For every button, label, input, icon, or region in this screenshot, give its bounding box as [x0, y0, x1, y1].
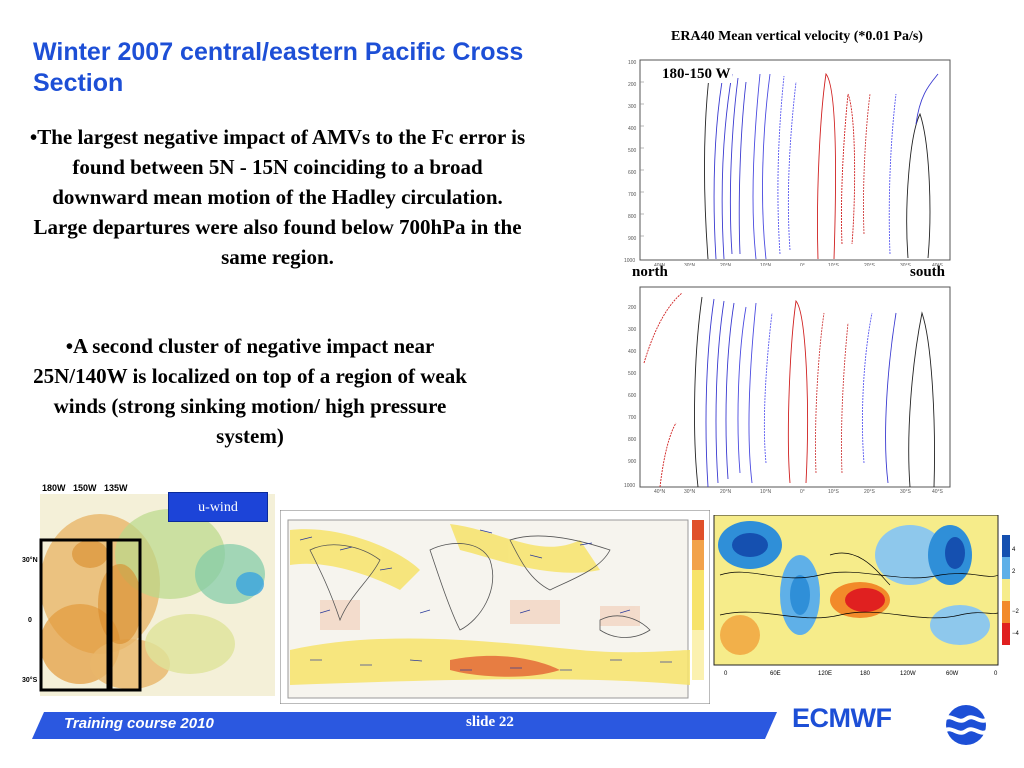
svg-text:40°N: 40°N: [654, 263, 666, 266]
svg-text:20°S: 20°S: [864, 263, 876, 266]
footer-slide-number: slide 22: [466, 714, 514, 730]
svg-text:40°S: 40°S: [932, 263, 944, 266]
svg-text:300: 300: [628, 327, 637, 333]
svg-text:10°N: 10°N: [760, 489, 772, 493]
footer-bar: [32, 712, 777, 739]
svg-text:600: 600: [628, 393, 637, 399]
svg-text:2: 2: [1012, 569, 1016, 575]
svg-text:0: 0: [28, 617, 32, 624]
svg-text:30°N: 30°N: [684, 489, 696, 493]
svg-text:30°S: 30°S: [900, 489, 912, 493]
svg-text:−2: −2: [1012, 609, 1020, 615]
svg-text:800: 800: [628, 214, 637, 220]
svg-text:20°S: 20°S: [864, 489, 876, 493]
svg-text:1000: 1000: [624, 483, 635, 489]
svg-text:700: 700: [628, 415, 637, 421]
ecmwf-logo-text: ECMWF: [792, 703, 892, 733]
ecmwf-logo-icon: [942, 705, 990, 745]
svg-text:500: 500: [628, 371, 637, 377]
svg-text:60E: 60E: [770, 671, 781, 677]
longitude-range-label: 180-150 W: [660, 66, 733, 83]
bullet-1: •The largest negative impact of AMVs to …: [29, 125, 526, 269]
svg-text:200: 200: [628, 305, 637, 311]
svg-text:20°N: 20°N: [720, 263, 732, 266]
svg-text:500: 500: [628, 148, 637, 154]
svg-text:10°S: 10°S: [828, 489, 840, 493]
svg-text:10°S: 10°S: [828, 263, 840, 266]
vertical-velocity-plot-bottom: 200 300 400 500 600 700 800 900 1000 40°N 30°N 2…: [620, 283, 955, 493]
slide-title: Winter 2007 central/eastern Pacific Cros…: [33, 38, 524, 97]
u-wind-label: u-wind: [168, 492, 268, 522]
svg-text:40°S: 40°S: [932, 489, 944, 493]
svg-text:400: 400: [628, 349, 637, 355]
vertical-velocity-plot-top: 100 200 300 400 500 600 700 800 900 1000 40°N 3…: [620, 54, 955, 266]
svg-text:120E: 120E: [818, 671, 832, 677]
era40-caption: ERA40 Mean vertical velocity (*0.01 Pa/s…: [671, 29, 923, 44]
svg-text:20°N: 20°N: [720, 489, 732, 493]
amv-impact-map: 30°N 0 30°S: [20, 494, 275, 696]
svg-text:900: 900: [628, 459, 637, 465]
svg-text:120W: 120W: [900, 671, 916, 677]
svg-text:60W: 60W: [946, 671, 959, 677]
svg-text:400: 400: [628, 126, 637, 132]
svg-text:30°N: 30°N: [22, 556, 38, 564]
footer-course: Training course 2010: [64, 715, 214, 732]
svg-text:1000: 1000: [624, 258, 635, 264]
bullet-2: •A second cluster of negative impact nea…: [33, 334, 467, 448]
svg-text:−4: −4: [1012, 631, 1020, 637]
contour-anomaly-map: 4 2 −2 −4 0 60E 120E 180 120W 60W 0: [710, 515, 1020, 680]
svg-text:200: 200: [628, 82, 637, 88]
svg-text:800: 800: [628, 437, 637, 443]
wind-vector-map: [280, 510, 710, 704]
south-label: south: [910, 264, 946, 280]
svg-text:0°: 0°: [800, 263, 805, 266]
svg-text:100: 100: [628, 60, 637, 66]
svg-text:600: 600: [628, 170, 637, 176]
svg-text:40°N: 40°N: [654, 489, 666, 493]
svg-text:30°N: 30°N: [684, 263, 696, 266]
svg-text:10°N: 10°N: [760, 263, 772, 266]
svg-text:700: 700: [628, 192, 637, 198]
svg-text:300: 300: [628, 104, 637, 110]
svg-text:4: 4: [1012, 547, 1016, 553]
svg-text:30°S: 30°S: [900, 263, 912, 266]
north-label: north: [632, 264, 668, 280]
map-longitude-labels: 180W 150W 135W: [42, 483, 128, 493]
svg-text:0°: 0°: [800, 489, 805, 493]
svg-text:900: 900: [628, 236, 637, 242]
svg-text:0: 0: [994, 671, 998, 677]
svg-text:30°S: 30°S: [22, 676, 38, 684]
svg-text:0: 0: [724, 671, 728, 677]
svg-text:180: 180: [860, 671, 871, 677]
